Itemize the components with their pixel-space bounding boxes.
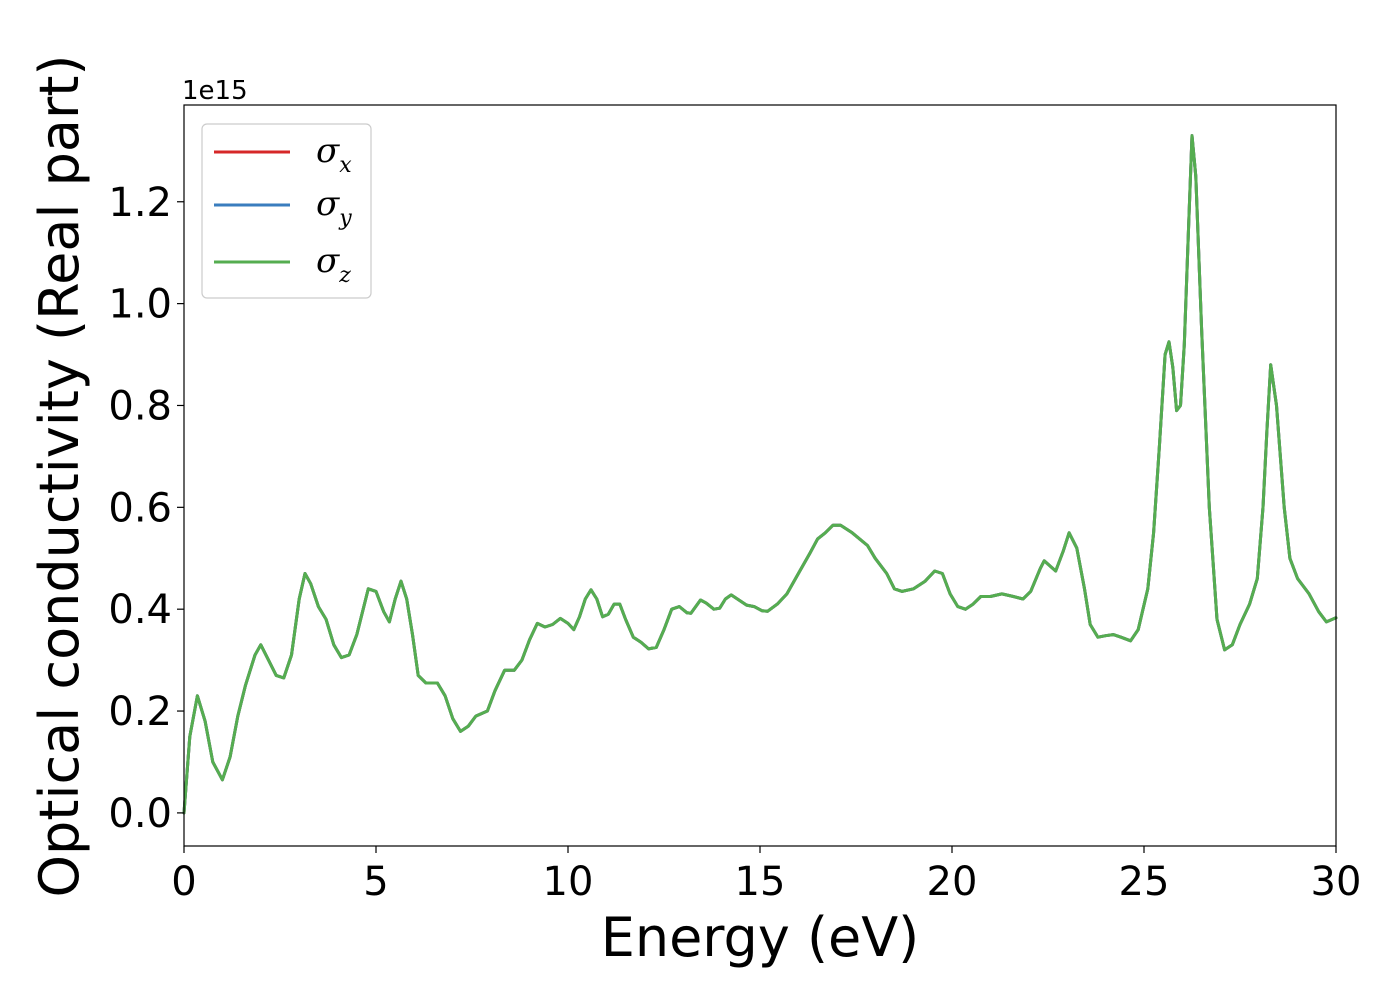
x-tick-label: 15 xyxy=(735,859,786,905)
x-tick-label: 25 xyxy=(1119,859,1170,905)
legend-label-subscript: x xyxy=(339,153,352,178)
y-tick-label: 0.8 xyxy=(108,383,172,429)
y-tick-label: 0.4 xyxy=(108,587,172,633)
series-line-z xyxy=(182,134,1338,815)
y-tick-label: 0.6 xyxy=(108,485,172,531)
legend-box xyxy=(201,123,372,299)
y-offset-text: 1e15 xyxy=(182,76,248,106)
plot-area xyxy=(184,105,1336,846)
legend-label-base: σ xyxy=(316,184,340,224)
x-tick-label: 20 xyxy=(927,859,978,905)
x-tick-label: 10 xyxy=(543,859,594,905)
x-tick-label: 30 xyxy=(1311,859,1362,905)
legend-label-base: σ xyxy=(316,131,340,171)
legend-label-z: σz xyxy=(316,241,351,288)
legend-label-subscript: z xyxy=(338,263,351,288)
x-axis-title: Energy (eV) xyxy=(601,906,920,969)
y-tick-label: 0.2 xyxy=(108,689,172,735)
legend-label-subscript: y xyxy=(338,206,352,231)
x-axis-ticks: 0 5 10 15 20 25 30 xyxy=(171,846,1361,905)
legend-label-base: σ xyxy=(316,241,340,281)
y-tick-label: 1.2 xyxy=(108,180,172,226)
x-tick-label: 5 xyxy=(363,859,388,905)
legend-label-y: σy xyxy=(316,184,352,231)
legend-label-x: σx xyxy=(316,131,352,178)
series-layer xyxy=(182,134,1338,815)
y-axis-ticks: 0.0 0.2 0.4 0.6 0.8 1.0 1.2 xyxy=(108,180,184,837)
y-axis-title: Optical conductivity (Real part) xyxy=(28,55,91,898)
y-tick-label: 0.0 xyxy=(108,791,172,837)
x-tick-label: 0 xyxy=(171,859,196,905)
y-tick-label: 1.0 xyxy=(108,282,172,328)
